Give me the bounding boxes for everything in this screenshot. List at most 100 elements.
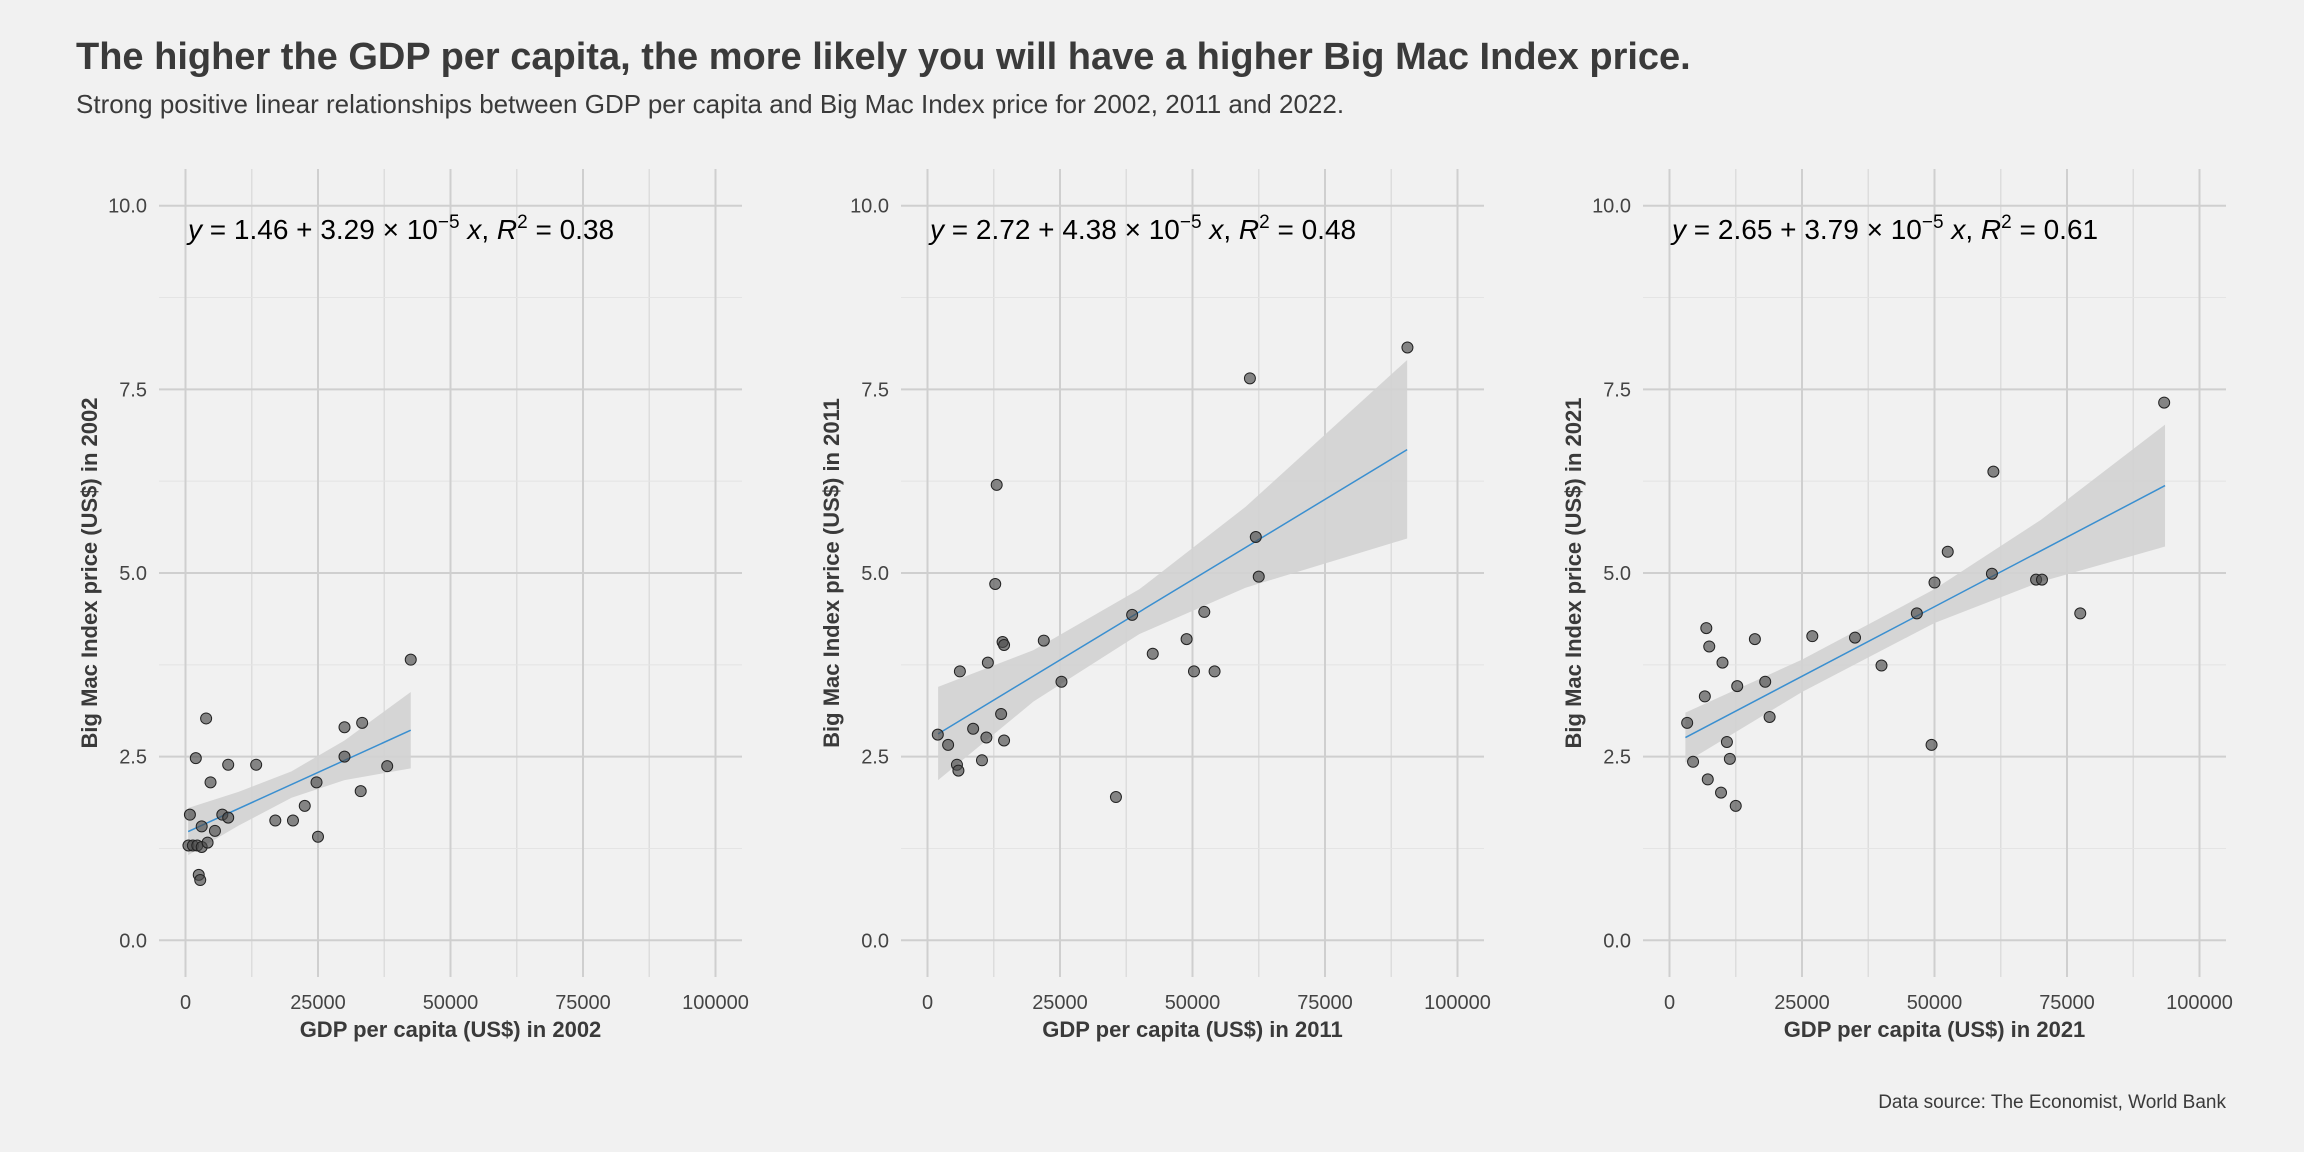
equation-part: , [1965,214,1981,245]
y-axis-title: Big Mac Index price (US$) in 2011 [819,398,844,748]
equation-part: = 0.48 [1270,214,1356,245]
data-point [1925,738,1938,751]
equation-part: −5 [438,212,460,233]
data-point [381,760,394,773]
data-point [998,638,1011,651]
x-tick-label: 0 [180,992,191,1014]
equation-part: R [497,214,517,245]
equation-part: = 2.72 + 4.38 × 10 [944,214,1180,245]
data-point [189,752,202,765]
x-axis-title: GDP per capita (US$) in 2002 [300,1017,602,1042]
equation-part: = 0.38 [528,214,614,245]
data-point [354,785,367,798]
data-point [1703,640,1716,653]
equation-part: −5 [1922,212,1944,233]
data-point [404,653,417,666]
y-axis-title: Big Mac Index price (US$) in 2021 [1561,398,1586,749]
data-point [1146,647,1159,660]
data-point [338,721,351,734]
equation-part: 2 [2001,212,2012,233]
data-point [953,665,966,678]
data-point [1875,659,1888,672]
data-point [1941,545,1954,558]
data-point [1715,786,1728,799]
equation-part: , [481,214,497,245]
data-point [1720,735,1733,748]
x-tick-label: 75000 [2039,992,2095,1014]
data-point [200,712,213,725]
equation-part: 2 [517,212,528,233]
data-point [1806,630,1819,643]
x-tick-label: 0 [922,992,933,1014]
data-point [990,478,1003,491]
equation-part: = 0.61 [2012,214,2098,245]
data-point [1109,791,1122,804]
data-point [298,799,311,812]
confidence-band [938,359,1408,781]
y-tick-label: 7.5 [119,379,147,401]
data-point [1748,633,1761,646]
y-tick-label: 0.0 [119,930,147,952]
data-point [952,764,965,777]
equation-part [1944,214,1952,245]
data-point [967,722,980,735]
confidence-band [188,691,411,856]
equation-part: , [1223,214,1239,245]
data-point [942,738,955,751]
data-point [1723,752,1736,765]
data-point [1763,710,1776,723]
data-point [1252,570,1265,583]
equation-part: y [928,214,946,245]
data-point [183,808,196,821]
x-tick-label: 25000 [1032,992,1088,1014]
fit-line [1685,484,2166,739]
x-tick-label: 75000 [555,992,611,1014]
y-tick-label: 10.0 [1592,196,1631,218]
data-point [1187,665,1200,678]
y-axis-title: Big Mac Index price (US$) in 2002 [77,398,102,749]
data-point [995,708,1008,721]
data-point [1987,465,2000,478]
y-tick-label: 2.5 [861,747,889,769]
data-point [1198,605,1211,618]
x-tick-label: 0 [1664,992,1675,1014]
y-tick-label: 2.5 [119,747,147,769]
y-tick-label: 0.0 [861,930,889,952]
y-tick-label: 2.5 [1603,747,1631,769]
y-tick-label: 5.0 [119,563,147,585]
fit-line [937,448,1408,735]
y-tick-label: 10.0 [850,196,889,218]
data-point [1208,665,1221,678]
data-point [195,820,208,833]
data-point [312,830,324,843]
data-point [1055,675,1068,688]
equation-part: y [1670,214,1688,245]
y-tick-label: 10.0 [108,196,147,218]
data-point [310,776,323,789]
y-tick-label: 5.0 [861,563,889,585]
x-tick-label: 50000 [1165,992,1221,1014]
y-tick-label: 0.0 [1603,930,1631,952]
x-tick-label: 25000 [1774,992,1830,1014]
data-point [356,716,369,729]
x-tick-label: 75000 [1297,992,1353,1014]
data-point [2035,573,2048,586]
x-tick-label: 100000 [682,992,749,1014]
data-point [980,731,993,744]
equation-part: = 2.65 + 3.79 × 10 [1686,214,1922,245]
data-point [286,814,299,827]
data-point [2074,607,2087,620]
equation-part: x [1949,214,1966,245]
data-point [1700,622,1713,635]
data-point [1249,531,1262,544]
data-point [194,874,207,887]
data-point [208,824,221,837]
data-point [1910,607,1923,620]
data-point [1126,608,1139,621]
equation-part: −5 [1180,212,1202,233]
data-point [1716,656,1729,669]
data-point [1243,372,1256,385]
data-point [975,754,988,767]
x-axis-title: GDP per capita (US$) in 2011 [1042,1017,1342,1042]
data-point [1985,567,1998,580]
